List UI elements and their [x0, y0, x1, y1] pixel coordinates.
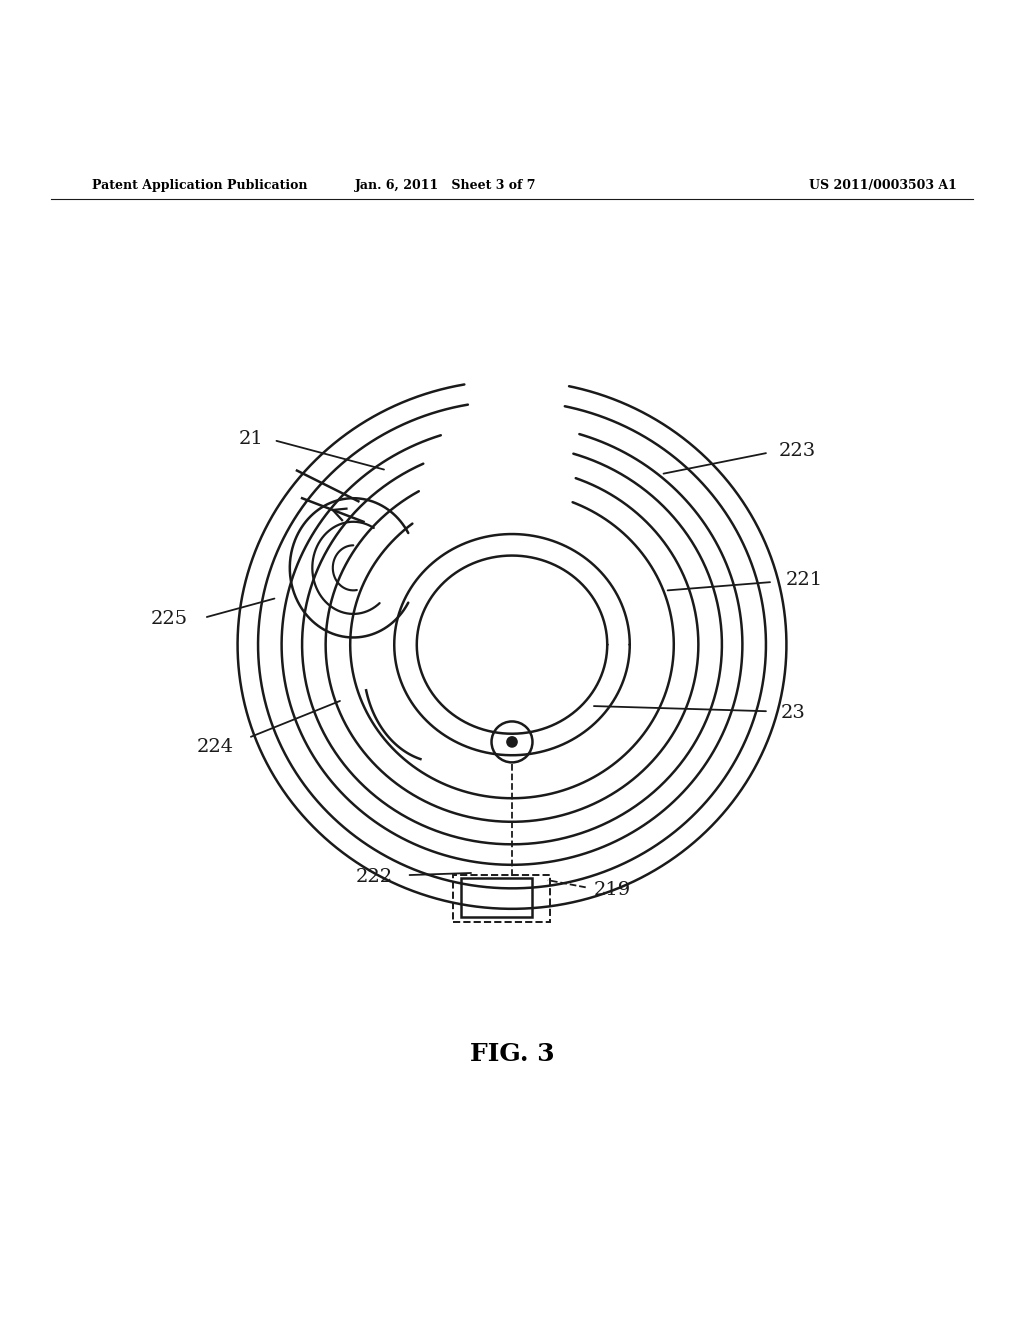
Text: Patent Application Publication: Patent Application Publication [92, 180, 307, 193]
Text: 219: 219 [594, 882, 631, 899]
Text: Jan. 6, 2011   Sheet 3 of 7: Jan. 6, 2011 Sheet 3 of 7 [354, 180, 537, 193]
Text: FIG. 3: FIG. 3 [470, 1043, 554, 1067]
Text: 221: 221 [785, 572, 822, 589]
Bar [461, 878, 532, 917]
Text: 23: 23 [781, 705, 806, 722]
Text: 223: 223 [779, 442, 816, 461]
Circle shape [507, 737, 517, 747]
Bar [453, 875, 551, 923]
Text: 225: 225 [151, 610, 187, 628]
Text: 222: 222 [355, 869, 392, 886]
Text: US 2011/0003503 A1: US 2011/0003503 A1 [809, 180, 956, 193]
Text: 21: 21 [239, 430, 263, 447]
Text: 224: 224 [197, 738, 233, 756]
